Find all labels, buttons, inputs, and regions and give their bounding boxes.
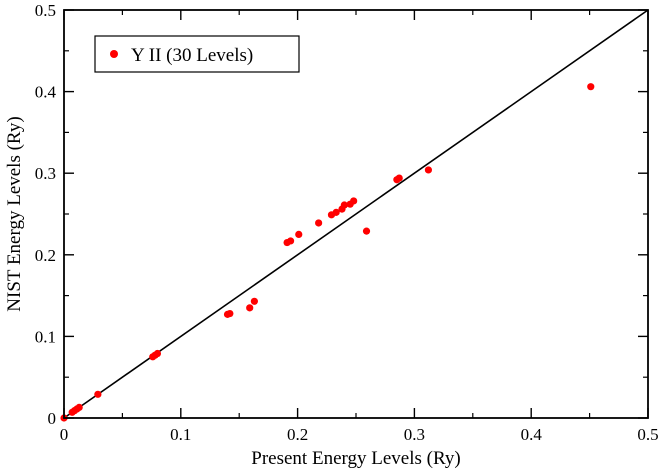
x-tick-label: 0.2 xyxy=(287,425,308,444)
legend-marker xyxy=(110,50,118,58)
x-axis-title: Present Energy Levels (Ry) xyxy=(251,448,460,469)
x-tick-label: 0.1 xyxy=(170,425,191,444)
y-tick-label: 0 xyxy=(48,409,57,428)
y-tick-label: 0.4 xyxy=(35,83,57,102)
x-tick-label: 0.5 xyxy=(637,425,658,444)
data-point xyxy=(587,83,595,91)
legend-label: Y II (30 Levels) xyxy=(131,45,253,66)
data-point xyxy=(246,304,254,312)
data-point xyxy=(286,237,295,245)
data-point xyxy=(332,208,340,216)
y-tick-label: 0.5 xyxy=(35,1,56,20)
x-tick-label: 0.4 xyxy=(521,425,543,444)
data-point xyxy=(362,227,371,235)
x-tick-label: 0.3 xyxy=(404,425,425,444)
y-tick-label: 0.1 xyxy=(35,327,56,346)
data-point xyxy=(94,390,102,398)
legend: Y II (30 Levels) xyxy=(94,35,300,73)
y-axis-title: NIST Energy Levels (Ry) xyxy=(4,116,25,311)
y-tick-label: 0.3 xyxy=(35,164,56,183)
data-point xyxy=(295,230,303,238)
y-tick-label: 0.2 xyxy=(35,246,56,265)
data-point xyxy=(75,403,83,411)
legend-box xyxy=(94,35,300,73)
data-point xyxy=(153,349,162,358)
x-tick-label: 0 xyxy=(60,425,69,444)
data-point xyxy=(350,197,358,205)
data-point xyxy=(424,166,433,174)
identity-reference-line xyxy=(63,9,649,419)
data-point xyxy=(226,309,234,318)
data-point xyxy=(340,201,348,209)
data-point xyxy=(395,174,403,182)
data-point xyxy=(250,297,258,305)
data-point xyxy=(315,219,323,227)
